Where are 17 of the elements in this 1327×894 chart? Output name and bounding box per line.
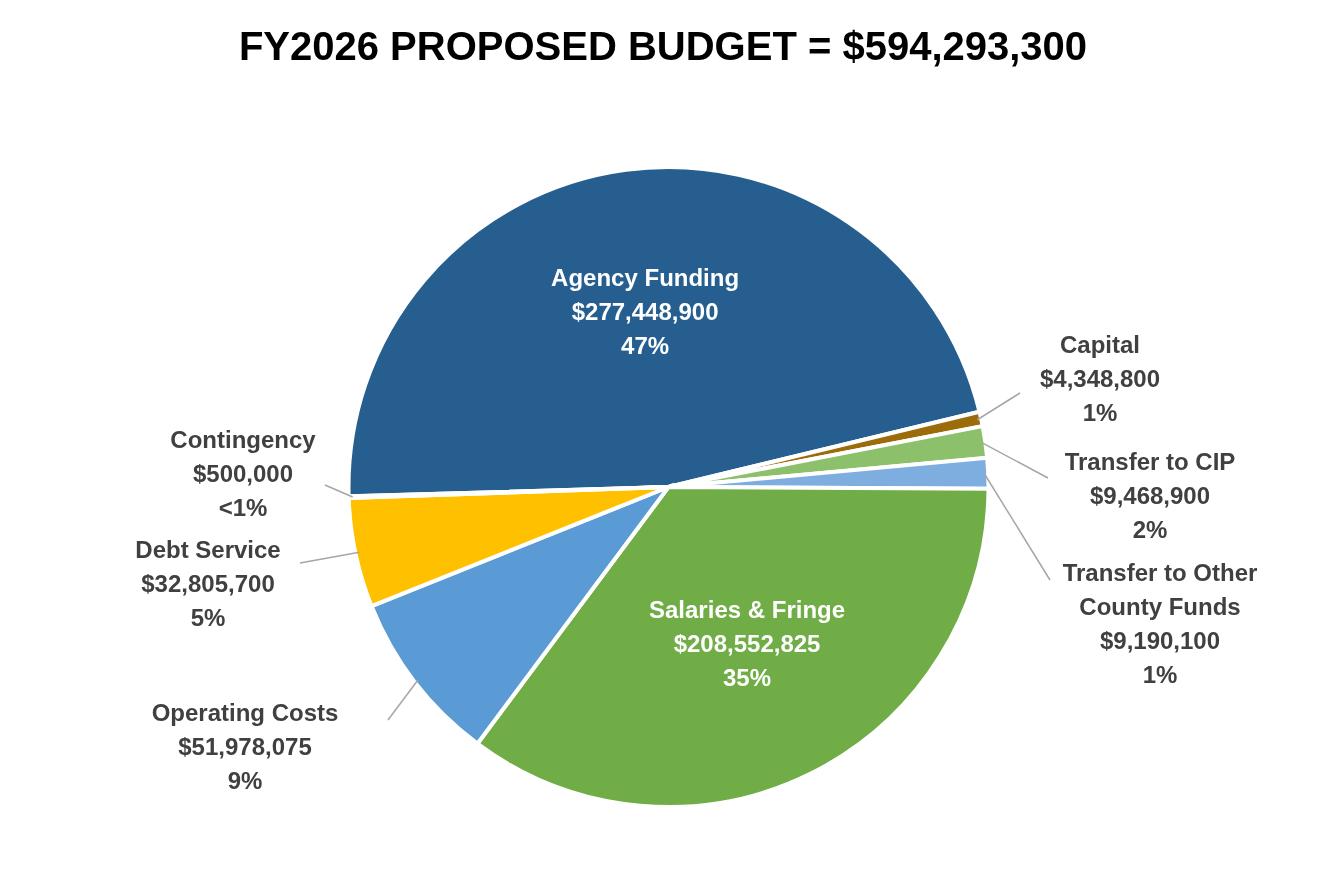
data-label: $51,978,075 9% — [178, 733, 312, 794]
data-label: $4,348,800 1% — [1039, 365, 1161, 426]
data-label: $277,448,900 47% — [571, 297, 719, 359]
data-label: $500,000 <1% — [192, 460, 294, 521]
data-label: $32,805,700 5% — [141, 570, 275, 631]
slice-label: Operating Costs — [151, 699, 339, 726]
slice-label: Transfer to CIP — [1064, 448, 1236, 475]
data-label: $9,468,900 2% — [1089, 482, 1211, 543]
slice-label: Capital — [1059, 331, 1141, 358]
chart-title: FY2026 PROPOSED BUDGET = $594,293,300 — [238, 24, 1088, 68]
slice-label: Transfer to Other County Funds — [1062, 559, 1258, 620]
slice-label: Debt Service — [135, 536, 281, 563]
slice-label: Salaries & Fringe — [649, 595, 846, 623]
data-label: $9,190,100 1% — [1099, 627, 1221, 688]
slice-label: Contingency — [170, 426, 317, 453]
data-label: $208,552,825 35% — [673, 629, 821, 691]
slice-label: Agency Funding — [551, 263, 740, 291]
